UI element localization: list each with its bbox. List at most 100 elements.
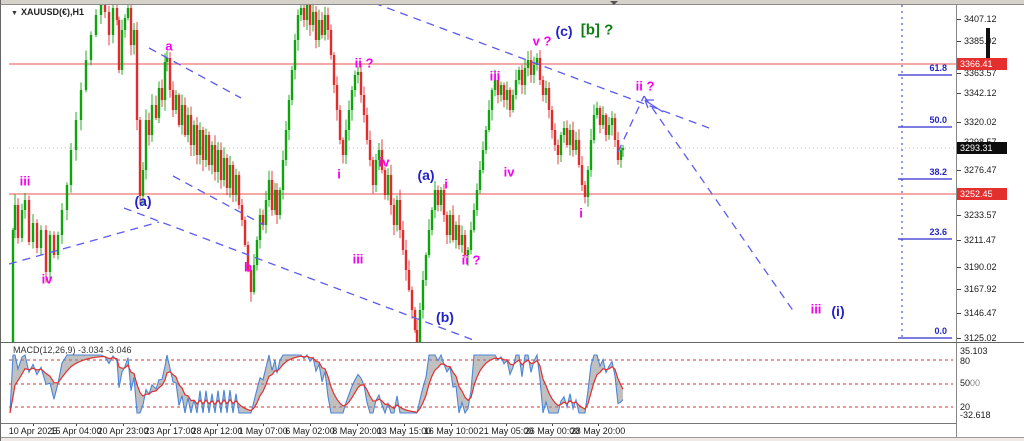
- candle-body: [436, 190, 440, 205]
- symbol-timeframe-label[interactable]: ▼ XAUUSD(€),H1: [11, 7, 84, 17]
- candle-body: [395, 200, 399, 225]
- time-tick-label: 8 May 20:00: [332, 426, 382, 436]
- wave-label-ii[interactable]: ii ?: [461, 252, 481, 268]
- wave-label-a[interactable]: (a): [417, 167, 435, 183]
- candle-body: [171, 90, 175, 110]
- price-axis[interactable]: [957, 5, 1024, 437]
- candle-body: [135, 30, 139, 120]
- wave-label-i[interactable]: i: [337, 166, 341, 182]
- candle-body: [281, 160, 285, 190]
- price-tick-mark: [957, 19, 961, 20]
- candle-body: [311, 12, 315, 25]
- candle-body: [529, 60, 533, 75]
- axis-range-marker: [986, 28, 990, 59]
- wave-label-v[interactable]: v ?: [532, 33, 552, 49]
- wave-label-i[interactable]: i: [444, 176, 448, 192]
- macd-panel-top-border[interactable]: [1, 342, 1024, 343]
- trendline: [377, 5, 710, 129]
- time-tick-label: 23 Apr 17:00: [144, 426, 196, 436]
- candle-body: [368, 140, 372, 160]
- wave-label-iii[interactable]: iii: [352, 251, 364, 267]
- panel-divider-strip[interactable]: [1, 0, 1024, 5]
- symbol-dropdown-icon[interactable]: ▼: [11, 10, 18, 17]
- arrow-shaft: [645, 100, 664, 113]
- candle-body: [571, 130, 575, 150]
- wave-label-iii[interactable]: iii: [19, 173, 31, 189]
- candle-body: [52, 235, 56, 255]
- candle-body: [451, 215, 455, 240]
- time-tick-mark: [451, 423, 452, 426]
- candle-body: [508, 90, 512, 110]
- price-tick-label: 3320.02: [964, 117, 997, 127]
- price-tick-label: 3407.12: [964, 14, 997, 24]
- wave-label-ii[interactable]: ii ?: [354, 55, 374, 71]
- macd-main-line: [9, 353, 624, 415]
- candle-body: [502, 85, 506, 100]
- candle-body: [410, 290, 414, 310]
- wave-label-i[interactable]: (i): [831, 303, 845, 319]
- fib-level-label: 0.0: [934, 326, 947, 336]
- candle-body: [374, 160, 378, 185]
- candle-body: [165, 58, 169, 62]
- candle-body: [213, 145, 217, 172]
- candle-body: [553, 130, 557, 145]
- candle-body: [243, 220, 247, 245]
- candle-body: [302, 8, 306, 20]
- candle-body: [475, 190, 479, 210]
- candle-body: [56, 235, 60, 255]
- price-badge-3293.31: 3293.31: [957, 142, 1007, 154]
- candle-body: [117, 20, 121, 70]
- price-tick-mark: [957, 289, 961, 290]
- trendline: [643, 95, 795, 313]
- candle-body: [478, 170, 482, 190]
- fib-level-label: 38.2: [929, 167, 947, 177]
- wave-label-iv[interactable]: iv: [41, 271, 53, 287]
- candle-body: [189, 115, 193, 145]
- candle-body: [493, 80, 497, 90]
- candle-body: [246, 245, 250, 270]
- price-tick-label: 3363.57: [964, 68, 997, 78]
- time-tick-mark: [357, 423, 358, 426]
- wave-label-iii[interactable]: iii: [810, 301, 822, 317]
- candle-body: [275, 190, 279, 215]
- candle-body: [186, 115, 190, 135]
- wave-label-b[interactable]: [b] ?: [580, 21, 614, 39]
- wave-label-a[interactable]: (a): [134, 193, 152, 209]
- trendline: [172, 175, 265, 226]
- candle-body: [329, 30, 333, 55]
- panel-resize-handle-icon[interactable]: [610, 1, 618, 5]
- arrow-head: [644, 99, 654, 109]
- wave-label-i[interactable]: i: [579, 205, 583, 221]
- candle-body: [621, 148, 625, 150]
- wave-label-a[interactable]: a: [165, 38, 173, 54]
- candle-body: [326, 15, 330, 30]
- candle-body: [484, 130, 488, 150]
- candle-body: [544, 88, 548, 95]
- macd-plot-group: [9, 353, 953, 415]
- wave-label-iii[interactable]: iii: [489, 68, 501, 84]
- candle-body: [559, 135, 563, 155]
- time-tick-mark: [598, 423, 599, 426]
- candle-body: [547, 88, 551, 110]
- candle-body: [398, 200, 402, 230]
- price-tick-mark: [957, 93, 961, 94]
- candle-body: [457, 225, 461, 245]
- wave-label-iv[interactable]: iv: [503, 164, 515, 180]
- candle-body: [454, 225, 458, 240]
- candle-body: [538, 58, 542, 80]
- wave-label-c[interactable]: (c): [555, 23, 573, 39]
- candle-body: [577, 140, 581, 165]
- candle-body: [383, 170, 387, 195]
- candle-body: [499, 85, 503, 95]
- candle-body: [27, 200, 31, 242]
- wave-label-iv[interactable]: iv: [378, 154, 390, 170]
- wave-label-ii[interactable]: ii ?: [635, 78, 655, 94]
- candle-body: [380, 150, 384, 170]
- price-tick-mark: [957, 215, 961, 216]
- candle-body: [74, 120, 78, 150]
- time-tick-label: 28 Apr 12:00: [191, 426, 243, 436]
- wave-label-b[interactable]: b: [244, 259, 252, 275]
- wave-label-b[interactable]: (b): [436, 309, 454, 325]
